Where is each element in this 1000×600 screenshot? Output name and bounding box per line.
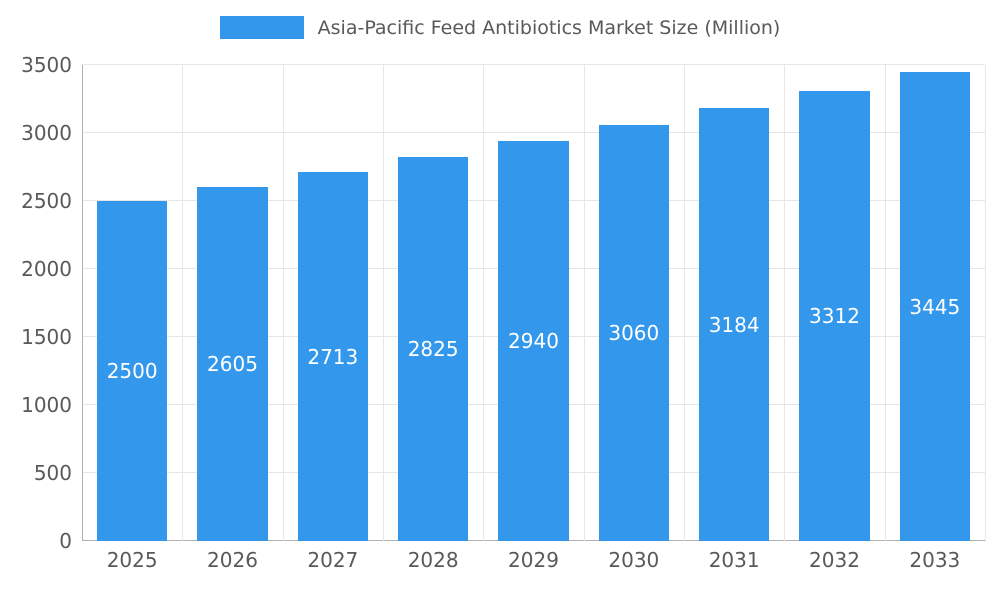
- v-gridline: [282, 65, 284, 541]
- y-tick-label: 500: [33, 461, 72, 486]
- h-gridline: [82, 64, 985, 65]
- x-tick-label: 2033: [909, 548, 961, 572]
- y-tick-label: 2000: [21, 257, 72, 282]
- v-gridline: [82, 65, 83, 541]
- bar-2026[interactable]: 2605: [197, 186, 268, 541]
- legend-label: Asia-Pacific Feed Antibiotics Market Siz…: [317, 16, 781, 39]
- bar-value-label: 3312: [809, 303, 860, 328]
- bar-2032[interactable]: 3312: [799, 90, 870, 541]
- h-gridline: [82, 132, 985, 133]
- bar-value-label: 2940: [508, 329, 559, 354]
- x-tick-label: 2031: [708, 548, 760, 572]
- y-tick-label: 0: [59, 529, 72, 553]
- bar-2031[interactable]: 3184: [699, 107, 770, 541]
- bar-cell: 3060: [584, 65, 684, 541]
- plot-area: 2500 2605 2713 2825 2940 3060 3184 3312 3445: [82, 64, 986, 541]
- bar-cell: 2605: [182, 65, 282, 541]
- x-tick-label: 2029: [508, 548, 559, 572]
- bar-2025[interactable]: 2500: [97, 201, 168, 541]
- y-tick-label: 2500: [21, 189, 72, 213]
- x-tick-label: 2026: [207, 548, 258, 572]
- bar-2029[interactable]: 2940: [498, 141, 569, 541]
- bar-value-label: 3445: [909, 294, 961, 319]
- bar-value-label: 2500: [106, 359, 158, 383]
- v-gridline: [985, 65, 986, 541]
- bar-cell: 2713: [283, 65, 383, 541]
- bar-cell: 2500: [82, 65, 182, 541]
- y-tick-label: 1500: [21, 325, 72, 349]
- v-gridline: [784, 65, 786, 541]
- v-gridline: [483, 65, 485, 541]
- v-gridline: [182, 65, 184, 541]
- v-gridline: [884, 65, 886, 541]
- v-gridline: [683, 65, 685, 541]
- x-tick-label: 2025: [106, 548, 158, 572]
- bar-value-label: 3060: [608, 320, 660, 345]
- bar-value-label: 2605: [207, 351, 258, 376]
- v-gridline: [583, 65, 585, 541]
- bar-value-label: 2713: [307, 344, 359, 369]
- y-tick-label: 3500: [21, 53, 72, 77]
- bar-2033[interactable]: 3445: [899, 72, 970, 541]
- y-axis: 0 500 1000 1500 2000 2500 3000 3500: [0, 55, 72, 551]
- bar-cell: 2940: [483, 65, 583, 541]
- chart-legend: Asia-Pacific Feed Antibiotics Market Siz…: [0, 16, 1000, 39]
- x-axis: 2025 2026 2027 2028 2029 2030 2031 2032 2033: [82, 548, 985, 578]
- x-tick-label: 2028: [407, 548, 459, 572]
- bar-2028[interactable]: 2825: [398, 156, 469, 541]
- v-gridline: [382, 65, 384, 541]
- bar-cell: 3312: [784, 65, 884, 541]
- bar-value-label: 2825: [407, 336, 459, 361]
- y-tick-label: 1000: [21, 393, 72, 418]
- x-tick-label: 2032: [809, 548, 860, 572]
- bar-value-label: 3184: [708, 312, 760, 337]
- legend-swatch-icon: [219, 16, 304, 39]
- x-tick-label: 2030: [608, 548, 660, 572]
- bar-2027[interactable]: 2713: [297, 172, 368, 541]
- bar-cell: 3184: [684, 65, 784, 541]
- y-tick-label: 3000: [21, 121, 72, 145]
- bar-2030[interactable]: 3060: [598, 124, 669, 541]
- bar-cell: 3445: [885, 65, 985, 541]
- x-tick-label: 2027: [307, 548, 359, 572]
- bar-cell: 2825: [383, 65, 483, 541]
